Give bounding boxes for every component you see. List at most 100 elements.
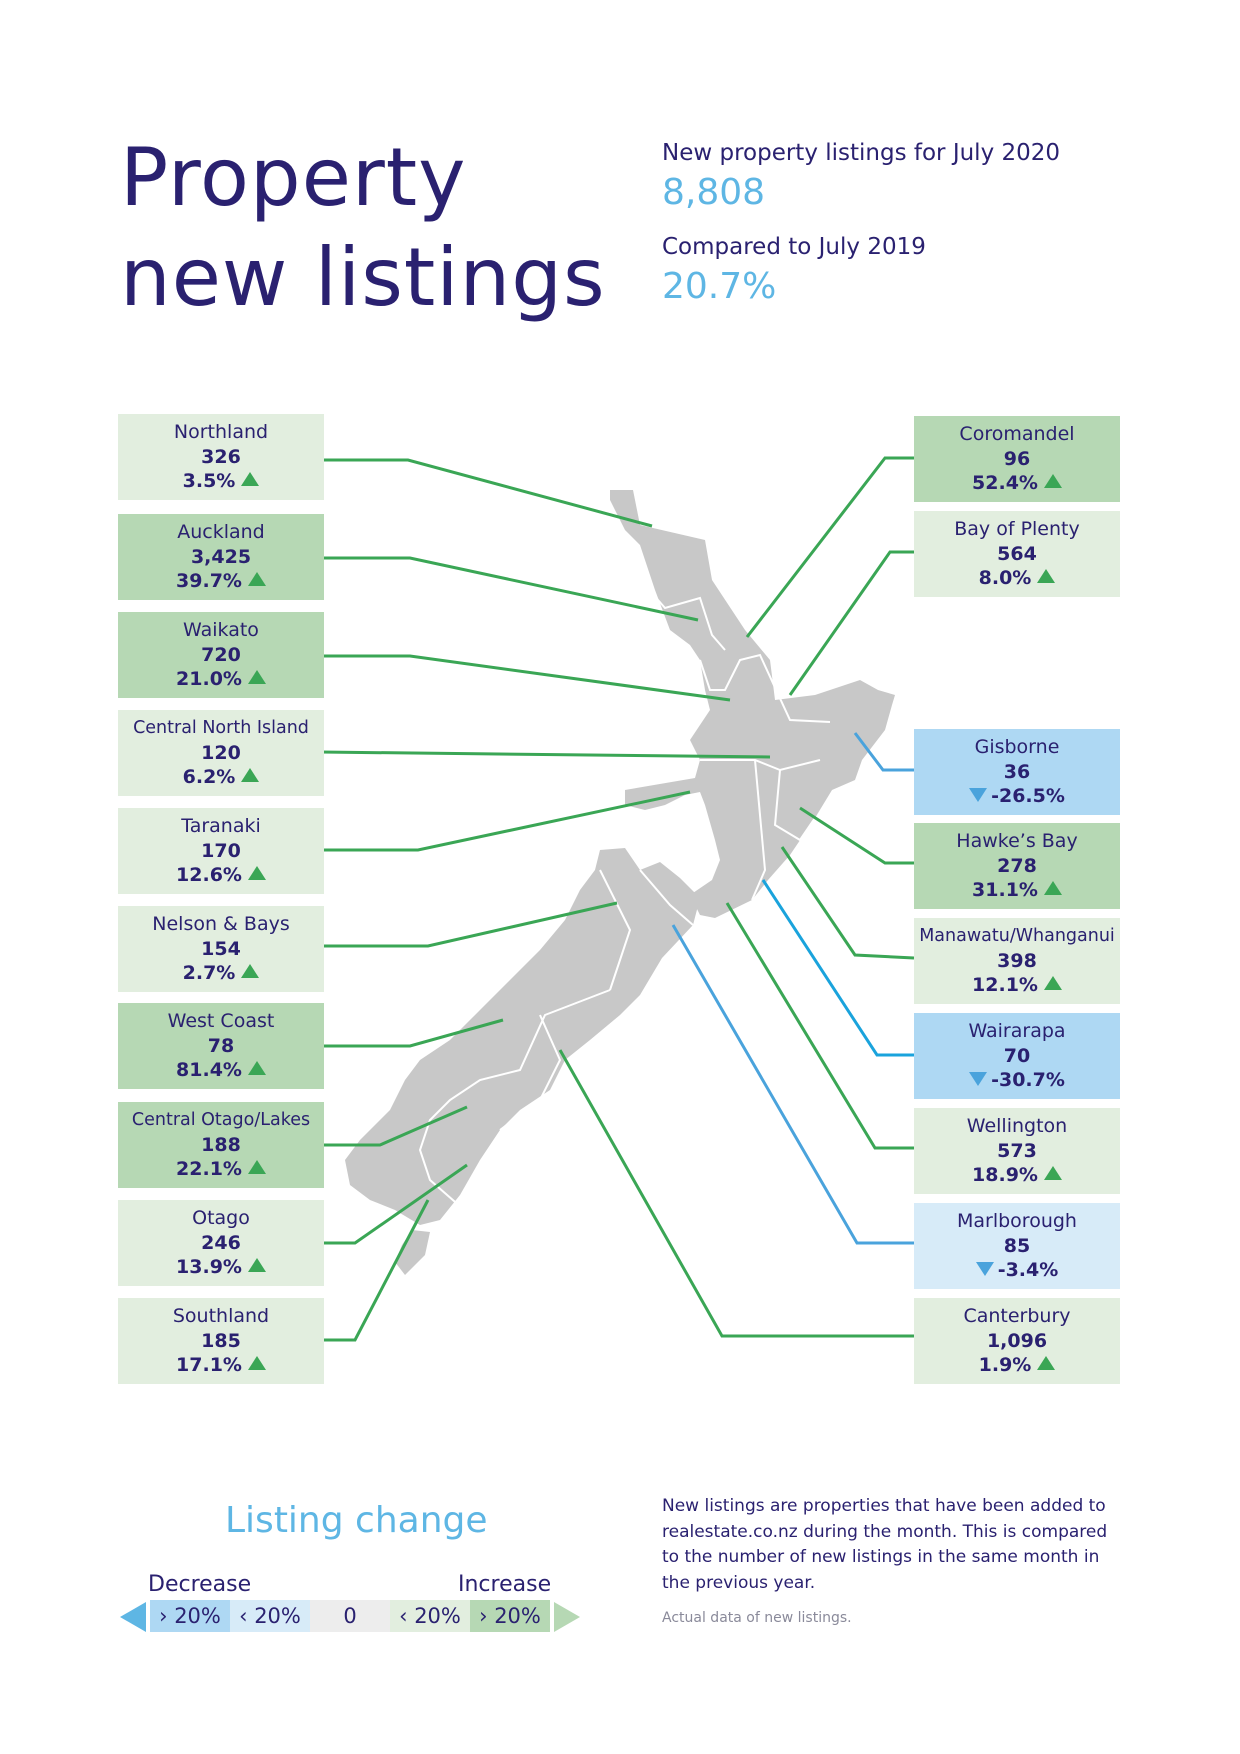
region-listings: 120 xyxy=(201,741,241,764)
connector-taranaki xyxy=(320,790,691,852)
region-listings: 170 xyxy=(201,839,241,862)
region-change: 12.1% xyxy=(914,973,1120,998)
region-box-coromandel: Coromandel 96 52.4% xyxy=(914,416,1120,502)
region-change: 52.4% xyxy=(914,471,1120,496)
connector-northland xyxy=(320,458,653,528)
region-change: 21.0% xyxy=(118,667,324,692)
connector-bay-of-plenty xyxy=(788,550,914,696)
region-box-manawatu-whanganui: Manawatu/Whanganui 398 12.1% xyxy=(914,918,1120,1004)
region-box-central-north-island: Central North Island 120 6.2% xyxy=(118,710,324,796)
region-name: Otago xyxy=(192,1207,250,1229)
region-change: 39.7% xyxy=(118,569,324,594)
listings-value: 8,808 xyxy=(662,172,766,213)
connector-central-otago-lakes xyxy=(320,1105,468,1147)
south-island-land xyxy=(345,848,700,1225)
connector-canterbury xyxy=(558,1049,914,1338)
region-listings: 398 xyxy=(997,949,1037,972)
region-name: Coromandel xyxy=(959,423,1075,445)
compare-value: 20.7% xyxy=(662,266,777,307)
north-island-shape xyxy=(610,490,895,918)
north-island-land xyxy=(610,490,895,918)
connector-wairarapa xyxy=(761,879,914,1057)
region-change: 18.9% xyxy=(914,1163,1120,1188)
compare-label: Compared to July 2019 xyxy=(662,234,926,260)
region-name: Manawatu/Whanganui xyxy=(919,926,1115,946)
region-listings: 78 xyxy=(207,1034,235,1057)
connector-gisborne xyxy=(853,732,914,772)
region-change: 8.0% xyxy=(914,566,1120,591)
title-line-2: new listings xyxy=(120,231,606,324)
title-line-1: Property xyxy=(120,131,467,224)
connector-west-coast xyxy=(320,1018,504,1048)
region-name: Wairarapa xyxy=(968,1020,1066,1042)
listings-label: New property listings for July 2020 xyxy=(662,140,1061,166)
stewart-island-land xyxy=(395,1230,430,1275)
legend-decrease-label: Decrease xyxy=(148,1572,252,1597)
region-name: Bay of Plenty xyxy=(954,518,1080,540)
region-name: Marlborough xyxy=(957,1210,1077,1232)
region-name: Central Otago/Lakes xyxy=(131,1110,311,1130)
region-listings: 185 xyxy=(201,1329,241,1352)
region-change: 2.7% xyxy=(118,961,324,986)
region-name: Wellington xyxy=(966,1115,1068,1137)
legend-increase-label: Increase xyxy=(458,1572,552,1597)
decrease-arrow-icon xyxy=(120,1602,146,1632)
region-change: -3.4% xyxy=(914,1258,1120,1283)
region-name: Auckland xyxy=(177,521,265,543)
region-name: Gisborne xyxy=(974,736,1060,758)
connector-auckland xyxy=(320,556,699,622)
connector-hawkes-bay xyxy=(799,806,914,865)
region-change: 81.4% xyxy=(118,1058,324,1083)
region-box-taranaki: Taranaki 170 12.6% xyxy=(118,808,324,894)
region-listings: 188 xyxy=(201,1133,241,1156)
region-listings: 278 xyxy=(997,854,1037,877)
legend-segment-neutral: 0 xyxy=(310,1600,390,1632)
region-change: 1.9% xyxy=(914,1353,1120,1378)
region-listings: 70 xyxy=(1003,1044,1031,1067)
legend-segment-mild_increase: ‹ 20% xyxy=(390,1600,470,1632)
region-change: -30.7% xyxy=(914,1068,1120,1093)
region-name: West Coast xyxy=(167,1010,275,1032)
region-box-bay-of-plenty: Bay of Plenty 564 8.0% xyxy=(914,511,1120,597)
region-listings: 85 xyxy=(1003,1234,1031,1257)
region-listings: 573 xyxy=(997,1139,1037,1162)
source-note: Actual data of new listings. xyxy=(662,1610,852,1626)
increase-arrow-icon xyxy=(554,1602,580,1632)
region-box-otago: Otago 246 13.9% xyxy=(118,1200,324,1286)
connector-waikato xyxy=(320,654,731,702)
connector-southland xyxy=(320,1199,430,1342)
region-box-canterbury: Canterbury 1,096 1.9% xyxy=(914,1298,1120,1384)
region-box-wairarapa: Wairarapa 70 -30.7% xyxy=(914,1013,1120,1099)
connector-coromandel xyxy=(745,456,914,638)
region-change: 6.2% xyxy=(118,765,324,790)
region-box-west-coast: West Coast 78 81.4% xyxy=(118,1003,324,1089)
connector-nelson-bays xyxy=(320,901,618,948)
region-name: Canterbury xyxy=(963,1305,1071,1327)
legend-segment-mild_decrease: ‹ 20% xyxy=(230,1600,310,1632)
south-island-shape xyxy=(345,848,700,1275)
region-box-waikato: Waikato 720 21.0% xyxy=(118,612,324,698)
region-borders xyxy=(418,584,831,1216)
region-box-hawkes-bay: Hawke’s Bay 278 31.1% xyxy=(914,823,1120,909)
region-listings: 564 xyxy=(997,542,1037,565)
summary-panel: New property listings for July 2020 8,80… xyxy=(662,140,1182,328)
region-name: Central North Island xyxy=(133,718,309,738)
region-change: 17.1% xyxy=(118,1353,324,1378)
region-name: Nelson & Bays xyxy=(152,913,290,935)
region-box-gisborne: Gisborne 36 -26.5% xyxy=(914,729,1120,815)
region-listings: 1,096 xyxy=(986,1329,1048,1352)
page-title: Property new listings xyxy=(120,128,606,328)
region-listings: 326 xyxy=(201,445,241,468)
region-listings: 96 xyxy=(1003,447,1031,470)
connector-marlborough xyxy=(671,924,914,1245)
region-listings: 36 xyxy=(1003,760,1031,783)
connector-lines xyxy=(319,456,915,1342)
legend-title: Listing change xyxy=(225,1500,488,1541)
region-box-auckland: Auckland 3,425 39.7% xyxy=(118,514,324,600)
region-box-southland: Southland 185 17.1% xyxy=(118,1298,324,1384)
region-name: Waikato xyxy=(183,619,259,641)
region-name: Northland xyxy=(173,421,269,443)
connector-central-north-island xyxy=(319,750,771,759)
region-name: Hawke’s Bay xyxy=(956,830,1078,852)
region-box-marlborough: Marlborough 85 -3.4% xyxy=(914,1203,1120,1289)
